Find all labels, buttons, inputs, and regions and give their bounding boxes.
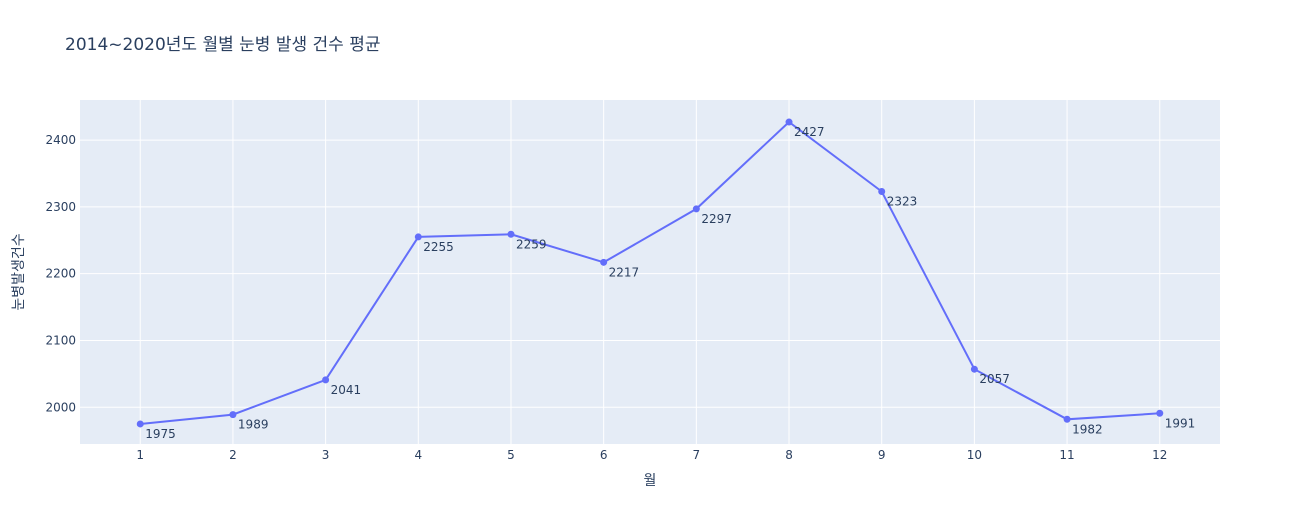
data-point bbox=[600, 258, 608, 266]
x-tick-labels: 1 2 3 4 5 6 7 8 9 10 11 12 bbox=[136, 448, 1167, 462]
data-label: 2041 bbox=[331, 383, 362, 397]
x-axis-title: 월 bbox=[644, 473, 657, 489]
data-label: 1975 bbox=[145, 427, 176, 441]
data-point bbox=[785, 118, 793, 126]
x-tick-label: 6 bbox=[600, 448, 608, 462]
plot-area bbox=[80, 100, 1220, 444]
x-tick-label: 4 bbox=[414, 448, 422, 462]
x-tick-label: 7 bbox=[693, 448, 701, 462]
x-tick-label: 8 bbox=[785, 448, 793, 462]
data-point bbox=[414, 233, 422, 241]
data-point bbox=[878, 188, 886, 196]
data-label: 2057 bbox=[979, 372, 1010, 386]
x-tick-label: 11 bbox=[1059, 448, 1074, 462]
x-tick-label: 2 bbox=[229, 448, 237, 462]
data-label: 2297 bbox=[701, 212, 732, 226]
y-axis-title: 눈병발생건수 bbox=[11, 233, 27, 310]
x-tick-label: 12 bbox=[1152, 448, 1167, 462]
data-labels: 1975 1989 2041 2255 2259 2217 2297 2427 2323 2057… bbox=[145, 125, 1195, 441]
x-tick-label: 10 bbox=[967, 448, 982, 462]
data-label: 2323 bbox=[887, 195, 918, 209]
data-label: 1991 bbox=[1165, 416, 1196, 430]
data-label: 2255 bbox=[423, 240, 454, 254]
data-label: 2217 bbox=[609, 265, 640, 279]
x-tick-label: 5 bbox=[507, 448, 515, 462]
data-label: 2427 bbox=[794, 125, 825, 139]
y-tick-label: 2100 bbox=[45, 333, 76, 347]
y-tick-label: 2300 bbox=[45, 200, 76, 214]
x-tick-label: 9 bbox=[878, 448, 886, 462]
data-point bbox=[1063, 415, 1071, 423]
data-point bbox=[136, 420, 144, 428]
y-tick-label: 2400 bbox=[45, 133, 76, 147]
chart-title: 2014~2020년도 월별 눈병 발생 건수 평균 bbox=[65, 35, 380, 55]
data-points bbox=[136, 118, 1164, 428]
data-point bbox=[322, 376, 330, 384]
y-tick-labels: 2000 2100 2200 2300 2400 bbox=[45, 133, 76, 414]
data-point bbox=[229, 411, 237, 419]
y-gridlines bbox=[80, 139, 1220, 408]
data-point bbox=[1156, 409, 1164, 417]
data-point bbox=[507, 230, 515, 238]
data-label: 1989 bbox=[238, 418, 269, 432]
data-point bbox=[970, 365, 978, 373]
series-line bbox=[140, 120, 1160, 425]
y-tick-label: 2000 bbox=[45, 400, 76, 414]
data-label: 1982 bbox=[1072, 422, 1103, 436]
x-gridlines bbox=[139, 100, 1161, 444]
x-tick-label: 1 bbox=[136, 448, 144, 462]
data-label: 2259 bbox=[516, 237, 547, 251]
y-tick-label: 2200 bbox=[45, 267, 76, 281]
data-point bbox=[692, 205, 700, 213]
x-tick-label: 3 bbox=[322, 448, 330, 462]
